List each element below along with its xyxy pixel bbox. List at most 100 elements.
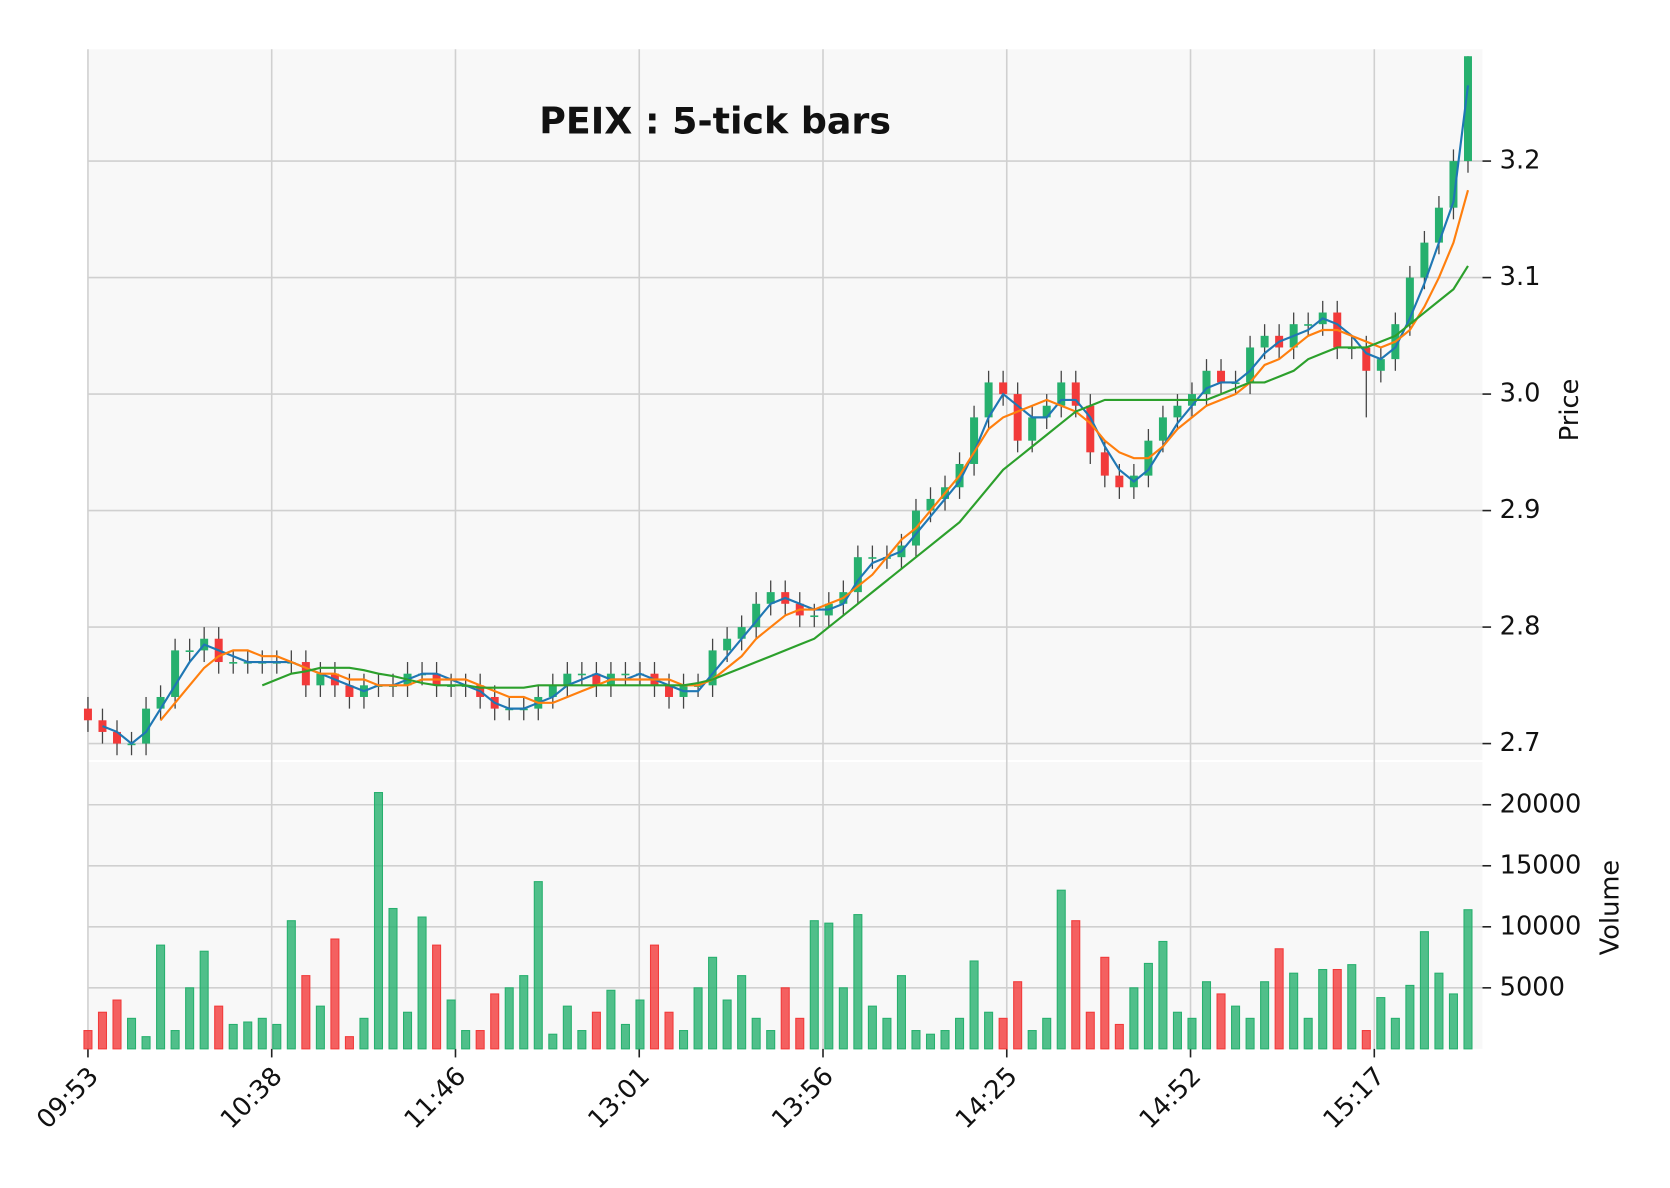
candle-body <box>548 685 557 697</box>
candle-body <box>868 557 877 559</box>
volume-bar <box>940 1030 950 1050</box>
candle-body <box>1071 382 1080 406</box>
volume-bar <box>867 1005 877 1050</box>
volume-bar <box>1056 889 1066 1050</box>
volume-bar <box>1361 1030 1371 1050</box>
moving-average-line <box>102 85 1470 745</box>
candle-body <box>345 685 354 697</box>
volume-bar <box>475 1030 485 1050</box>
y-tick-label: 3.2 <box>1500 146 1541 176</box>
volume-bar <box>1013 981 1023 1050</box>
candle-body <box>810 615 819 618</box>
candle-body <box>1158 417 1167 441</box>
volume-bar <box>1376 997 1386 1050</box>
volume-bar <box>1231 1005 1241 1050</box>
candle-body <box>766 592 775 604</box>
y-tick-label: 3.0 <box>1500 379 1541 409</box>
volume-bar <box>1027 1030 1037 1050</box>
volume-bar <box>1201 981 1212 1050</box>
volume-bar <box>1463 909 1473 1050</box>
candle-body <box>752 603 761 628</box>
volume-bar <box>243 1021 253 1050</box>
volume-bar <box>795 1017 805 1050</box>
volume-bar <box>737 975 747 1050</box>
volume-bar <box>1172 1011 1182 1050</box>
volume-bar <box>388 907 398 1050</box>
volume-bar <box>853 914 863 1050</box>
candle-body <box>1028 417 1037 441</box>
candle-body <box>1434 207 1443 243</box>
volume-bar <box>591 1011 601 1050</box>
volume-bar <box>214 1005 224 1050</box>
volume-bar <box>359 1017 369 1050</box>
candle-body <box>185 650 194 652</box>
volume-bar <box>925 1033 936 1050</box>
candle-body <box>984 382 993 418</box>
candle-body <box>113 731 121 744</box>
volume-bar <box>911 1030 921 1050</box>
candle-body <box>1304 324 1313 326</box>
volume-bar <box>519 975 529 1050</box>
y-tick-label: 3.1 <box>1500 262 1541 292</box>
candle-body <box>1362 347 1371 371</box>
candle-body <box>853 557 862 593</box>
volume-bar <box>1390 1017 1400 1050</box>
volume-axis-label: Volume <box>1595 860 1625 955</box>
candle-body <box>1042 405 1051 418</box>
chart-title: PEIX : 5-tick bars <box>539 100 891 143</box>
volume-bar <box>272 1023 282 1050</box>
candle-body <box>1086 405 1095 453</box>
volume-bar <box>722 999 732 1050</box>
volume-bar <box>1318 968 1328 1050</box>
candle-body <box>142 708 151 744</box>
y-axis-label: Price <box>1555 379 1585 442</box>
volume-bar <box>1289 972 1299 1050</box>
candle-body <box>171 650 180 697</box>
volume-bar <box>1158 940 1168 1050</box>
volume-bar <box>533 881 543 1050</box>
candle-body <box>1100 452 1109 476</box>
volume-bar <box>1187 1017 1197 1050</box>
x-tick-label: 13:56 <box>766 1061 840 1135</box>
volume-bar <box>664 1011 674 1050</box>
candle-body <box>970 417 979 464</box>
volume-tick-label: 15000 <box>1500 850 1582 880</box>
candle-body <box>737 627 746 639</box>
volume-bar <box>562 1005 572 1050</box>
x-tick-label: 11:46 <box>399 1061 473 1135</box>
marks <box>83 56 1473 1050</box>
candle-body <box>1405 277 1414 325</box>
candle-body <box>926 498 935 511</box>
volume-bar <box>998 1017 1008 1050</box>
candle-body <box>1057 382 1066 406</box>
volume-bar <box>693 987 703 1050</box>
volume-bar <box>141 1036 151 1050</box>
volume-bar <box>620 1023 630 1050</box>
volume-bar <box>1405 984 1415 1050</box>
candle-body <box>563 673 572 686</box>
volume-bar <box>679 1030 689 1050</box>
volume-bar <box>504 987 514 1050</box>
volume-bar <box>83 1030 93 1050</box>
volume-bar <box>635 999 645 1050</box>
volume-tick-label: 20000 <box>1500 789 1582 819</box>
volume-bar <box>461 1030 471 1050</box>
volume-bar <box>1448 993 1458 1050</box>
volume-bar <box>1042 1017 1052 1050</box>
candle-body <box>1260 335 1269 348</box>
y-tick-label: 2.7 <box>1500 728 1541 758</box>
x-tick-label: 15:17 <box>1317 1061 1391 1135</box>
volume-bar <box>127 1017 137 1050</box>
volume-bar <box>373 792 384 1050</box>
candle-body <box>577 673 586 676</box>
volume-bar <box>199 950 209 1050</box>
volume-bar <box>1085 1011 1095 1050</box>
volume-bar <box>112 999 122 1050</box>
volume-bar <box>708 956 718 1050</box>
volume-bar <box>548 1033 558 1050</box>
candle-body <box>1013 394 1022 441</box>
candle-body <box>621 673 630 676</box>
candle-body <box>83 708 92 721</box>
volume-bar <box>1434 972 1444 1050</box>
volume-bar <box>766 1030 776 1050</box>
